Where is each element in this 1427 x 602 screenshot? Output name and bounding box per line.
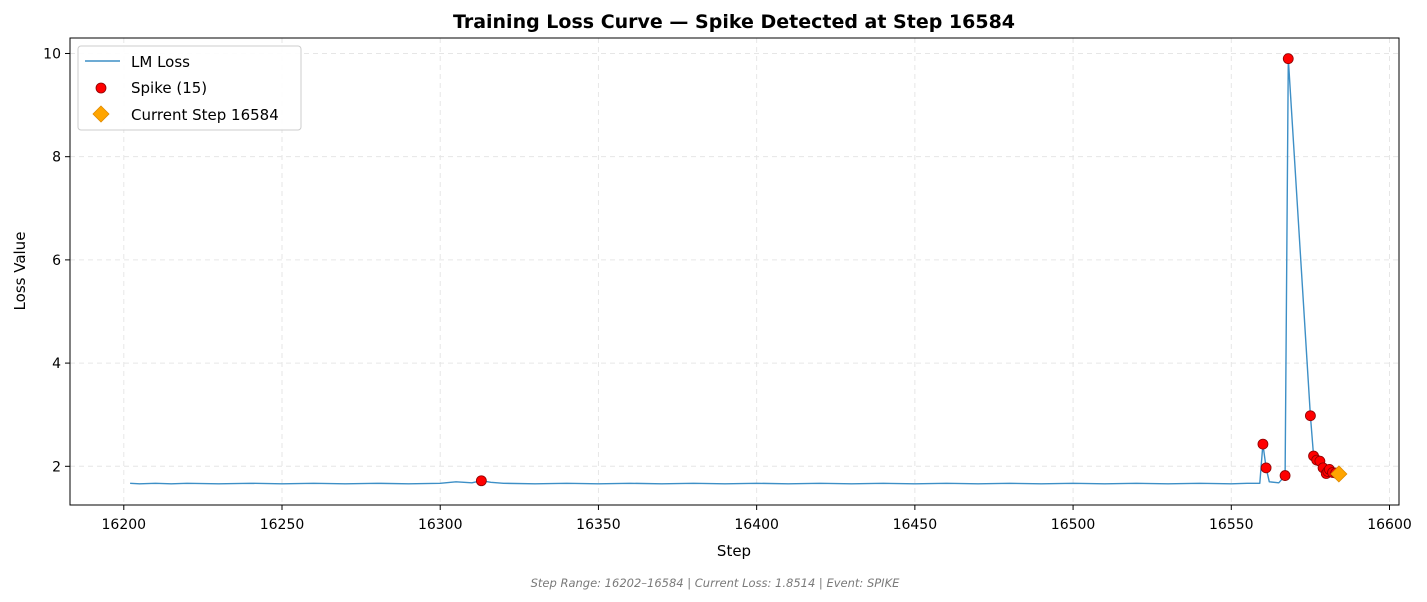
x-tick-label: 16500 [1051, 517, 1096, 533]
y-tick-label: 2 [52, 459, 61, 475]
series-line-layer [130, 57, 1340, 485]
legend: LM Loss Spike (15) Current Step 16584 [77, 45, 302, 131]
y-axis-label: Loss Value [11, 232, 29, 311]
spike-point [1279, 470, 1291, 481]
marker-layer [475, 53, 1348, 487]
x-tick-label: 16200 [102, 517, 147, 533]
spike-point [475, 475, 487, 487]
current-step-marker [1330, 465, 1348, 483]
x-tick-label: 16550 [1209, 517, 1254, 533]
series-line-lm-loss [130, 57, 1340, 485]
legend-swatch-current [92, 105, 110, 123]
plot-frame [69, 37, 1400, 506]
y-tick-label: 8 [52, 150, 61, 166]
legend-entry-current: Current Step 16584 [131, 106, 279, 124]
x-tick-label: 16350 [576, 517, 621, 533]
x-tick-label: 16450 [893, 517, 938, 533]
x-tick-label: 16250 [260, 517, 305, 533]
legend-swatch-spike [95, 82, 107, 94]
x-tick-label: 16400 [734, 517, 779, 533]
x-tick-label: 16600 [1367, 517, 1412, 533]
legend-entry-loss: LM Loss [131, 53, 190, 71]
spike-point [1282, 53, 1294, 65]
grid [70, 38, 1399, 505]
spike-point [1305, 410, 1316, 422]
legend-entry-spike: Spike (15) [131, 79, 207, 97]
y-tick-label: 6 [52, 253, 61, 269]
spike-point [1257, 438, 1269, 450]
spike-point [1260, 462, 1272, 474]
y-tick-label: 4 [52, 356, 61, 372]
chart-title: Training Loss Curve — Spike Detected at … [453, 11, 1015, 33]
x-tick-label: 16300 [418, 517, 463, 533]
legend-box [77, 45, 302, 131]
tick-layer: 16200 16250 16300 16350 16400 16450 16500 16550… [43, 46, 1412, 533]
x-axis-label: Step [717, 542, 751, 560]
footer-summary: Step Range: 16202–16584 | Current Loss: … [531, 576, 900, 590]
y-tick-label: 10 [43, 46, 61, 62]
